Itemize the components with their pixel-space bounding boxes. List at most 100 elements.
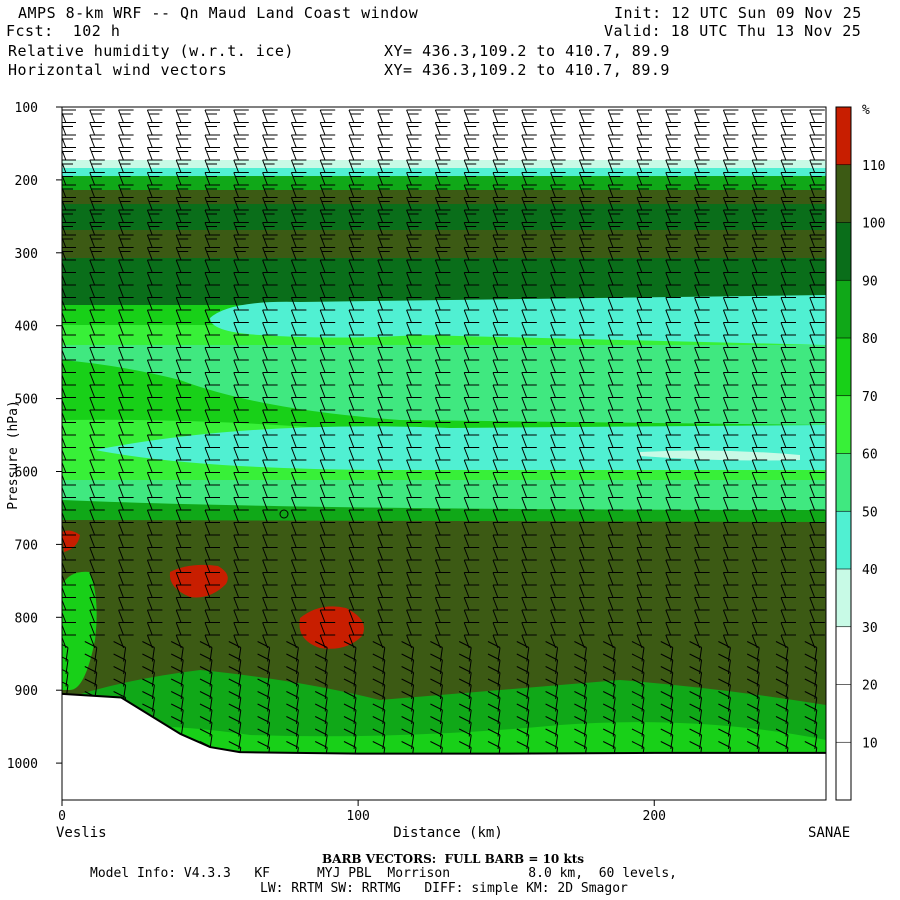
wind-barb: [694, 159, 710, 174]
wind-barb: [607, 422, 624, 436]
wind-barb: [665, 184, 681, 199]
wind-barb: [89, 472, 105, 486]
wind-barb: [377, 547, 393, 561]
wind-barb: [463, 509, 480, 524]
wind-barb: [665, 609, 681, 624]
wind-barb: [204, 109, 220, 124]
wind-barb: [722, 134, 739, 149]
wind-barb: [607, 297, 624, 311]
wind-barb: [434, 497, 451, 511]
wind-barb: [175, 322, 192, 336]
wind-barb: [809, 247, 825, 261]
wind-barb: [550, 322, 566, 336]
wind-barb: [521, 447, 537, 461]
x-axis: 0 100 200: [58, 800, 666, 824]
wind-barb: [694, 284, 710, 299]
wind-barb: [809, 172, 825, 186]
wind-barb: [377, 497, 393, 511]
wind-barb: [780, 284, 796, 299]
wind-barb: [406, 497, 422, 511]
wind-barb: [204, 209, 220, 224]
wind-barb: [607, 197, 624, 211]
wind-barb: [377, 197, 393, 211]
wind-barb: [665, 347, 681, 361]
wind-barb: [665, 297, 681, 311]
wind-barb: [780, 447, 796, 461]
wind-barb: [233, 372, 249, 386]
wind-barb: [492, 459, 508, 474]
wind-barb: [319, 297, 336, 311]
wind-barb: [578, 259, 595, 274]
wind-barb: [89, 509, 105, 524]
wind-barb: [578, 222, 595, 236]
colorbar-swatch: [836, 453, 851, 512]
wind-barb: [204, 534, 220, 549]
wind-barb: [636, 309, 652, 324]
wind-barb: [118, 584, 134, 599]
wind-barb: [204, 147, 220, 161]
wind-barb: [809, 334, 825, 349]
wind-barb: [521, 622, 537, 636]
wind-barb: [521, 359, 537, 374]
wind-barb: [665, 547, 681, 561]
wind-barb: [89, 259, 105, 274]
wind-barb: [751, 397, 768, 411]
wind-barb: [607, 109, 624, 124]
wind-barb: [578, 384, 595, 399]
wind-barb: [175, 372, 192, 386]
wind-barb: [377, 309, 393, 324]
wind-barb: [809, 384, 825, 399]
wind-barb: [550, 222, 566, 236]
wind-barb: [262, 147, 278, 161]
wind-barb: [722, 109, 739, 124]
wind-barb: [492, 534, 508, 549]
wind-barb: [62, 184, 76, 199]
wind-barb: [434, 609, 451, 624]
wind-barb: [722, 534, 739, 549]
wind-barb: [377, 622, 393, 636]
wind-barb: [492, 622, 508, 636]
wind-barb: [751, 372, 768, 386]
wind-barb: [89, 372, 105, 386]
wind-barb: [607, 322, 624, 336]
wind-barb: [146, 447, 163, 461]
wind-barb: [578, 534, 595, 549]
wind-barb: [89, 534, 105, 549]
wind-barb: [463, 397, 480, 411]
wind-barb: [665, 222, 681, 236]
wind-barb: [607, 259, 624, 274]
wind-barb: [694, 422, 710, 436]
wind-barb: [319, 134, 336, 149]
wind-barb: [521, 547, 537, 561]
wind-barb: [521, 434, 537, 449]
wind-barb: [175, 522, 192, 536]
wind-barb: [665, 559, 681, 574]
wind-barb: [665, 472, 681, 486]
wind-barb: [521, 372, 537, 386]
wind-barb: [780, 234, 796, 249]
wind-barb: [233, 334, 249, 349]
wind-barb: [578, 284, 595, 299]
wind-barb: [348, 134, 364, 149]
wind-barb: [348, 447, 364, 461]
colorbar: 10 20 30 40 50 60 70 80 90 100 110: [835, 106, 885, 801]
wind-barb: [175, 434, 192, 449]
wind-barb: [809, 409, 825, 424]
wind-barb: [319, 397, 336, 411]
wind-barb: [578, 484, 595, 499]
wind-barb: [204, 134, 220, 149]
wind-barb: [550, 297, 566, 311]
wind-barb: [319, 597, 336, 611]
wind-barb: [665, 322, 681, 336]
wind-barb: [434, 522, 451, 536]
wind-barb: [290, 459, 307, 474]
wind-barb: [722, 334, 739, 349]
wind-barb: [463, 422, 480, 436]
wind-barb: [233, 109, 249, 124]
wind-barb: [262, 384, 278, 399]
wind-barb: [550, 459, 566, 474]
wind-barb: [290, 409, 307, 424]
wind-barb: [665, 134, 681, 149]
wind-barb: [809, 609, 825, 624]
wind-barb: [665, 422, 681, 436]
